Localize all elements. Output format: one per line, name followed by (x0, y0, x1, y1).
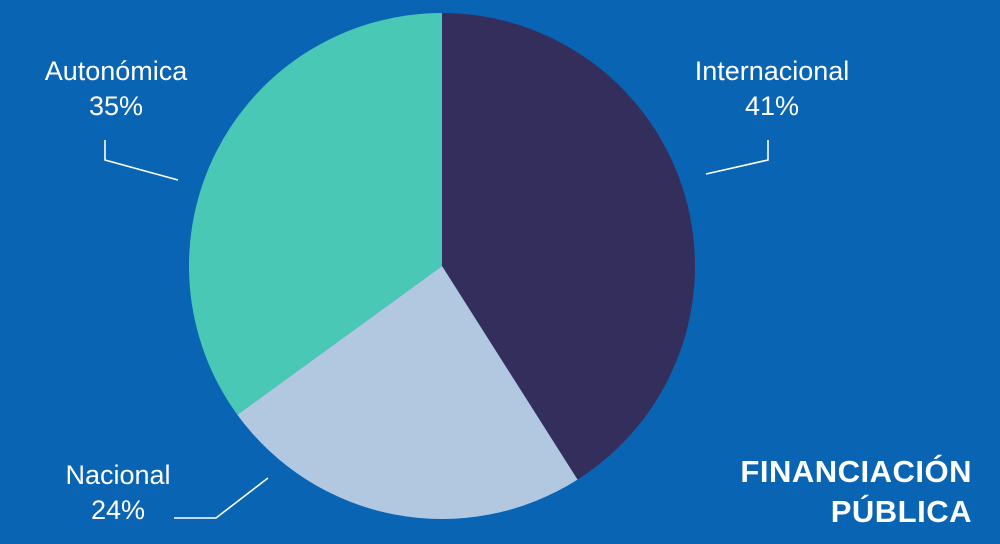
slice-label-internacional: Internacional 41% (672, 54, 872, 124)
slice-value-nacional: 24% (90, 495, 146, 525)
leader-line-nacional (174, 477, 269, 519)
leader-line-internacional (705, 140, 769, 175)
slice-name-internacional: Internacional (694, 56, 850, 86)
pie-slice-autonomica (189, 13, 442, 415)
slice-value-internacional: 41% (744, 91, 800, 121)
chart-title: FINANCIACIÓN PÚBLICA (740, 452, 972, 532)
pie-slice-nacional (237, 266, 578, 519)
slice-value-autonomica: 35% (88, 91, 144, 121)
slice-name-nacional: Nacional (65, 460, 171, 490)
pie-slice-internacional (442, 13, 695, 480)
slice-label-autonomica: Autonómica 35% (16, 54, 216, 124)
pie-slices (189, 13, 695, 519)
leader-lines (104, 140, 769, 519)
slice-name-autonomica: Autonómica (44, 56, 188, 86)
leader-line-autonomica (104, 140, 179, 181)
chart-title-line-2: PÚBLICA (830, 494, 972, 529)
slice-label-nacional: Nacional 24% (18, 458, 218, 528)
chart-title-line-1: FINANCIACIÓN (740, 454, 972, 489)
